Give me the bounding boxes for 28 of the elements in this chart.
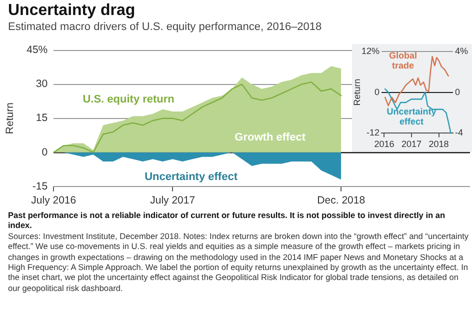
x-tick-label: Dec. 2018 xyxy=(317,194,366,207)
y-tick-label: 30 xyxy=(36,78,48,90)
y-tick-label: 15 xyxy=(36,112,48,124)
y2-tick-label: 4% xyxy=(454,46,468,56)
y-tick-label: 45% xyxy=(26,44,48,56)
y-tick-label: 0 xyxy=(42,146,48,158)
chart-subtitle: Estimated macro drivers of U.S. equity performance, 2016–2018 xyxy=(8,21,322,33)
series-label: Uncertainty effect xyxy=(144,170,238,183)
series-label: U.S. equity return xyxy=(82,93,175,106)
y-tick-label: 12% xyxy=(361,46,380,56)
x-tick-label: 2017 xyxy=(402,139,422,150)
y-tick-label: 0 xyxy=(374,86,380,97)
source-note: Sources: Investment Institute, December 2018. Notes: Index returns are broken down into the “growth effect” and “uncertainty effect.” We use co-movements in U.S. real yields and equities as a simple measure of the growth effect – markets pricing in changes in growth expectations – drawing on the methodology used in the 2014 IMF paper News and Monetary Shocks at a High Frequency: A Simple Approach. We label the portion of equity returns unexplained by growth as the uncertainty effect. In the inset chart, we plot the uncertainty effect against the Geopolitical Risk Indicator for global trade tensions, as detailed on our geopolitical risk dashboard. xyxy=(8,230,470,294)
text: Past performance is not a reliable indicator of current or future results. It is not possible to invest directly in an index. xyxy=(8,210,446,231)
series-label: Uncertainty effect xyxy=(386,106,436,126)
series-label: Global trade xyxy=(388,50,417,71)
y2-tick-label: -4 xyxy=(454,128,464,138)
x-tick-label: July 2016 xyxy=(31,194,76,207)
series-label: Growth effect xyxy=(234,131,306,144)
y-tick-label: -15 xyxy=(32,180,48,192)
x-tick-label: 2018 xyxy=(428,139,449,150)
y-tick-label: -12 xyxy=(366,128,380,138)
y-axis-title: Return xyxy=(352,78,362,106)
chart-title: Uncertainty drag xyxy=(8,2,136,20)
y-axis-title: Return xyxy=(4,102,16,134)
y2-tick-label: 0 xyxy=(454,86,460,97)
x-tick-label: July 2017 xyxy=(150,194,196,207)
x-tick-label: 2016 xyxy=(374,139,394,150)
